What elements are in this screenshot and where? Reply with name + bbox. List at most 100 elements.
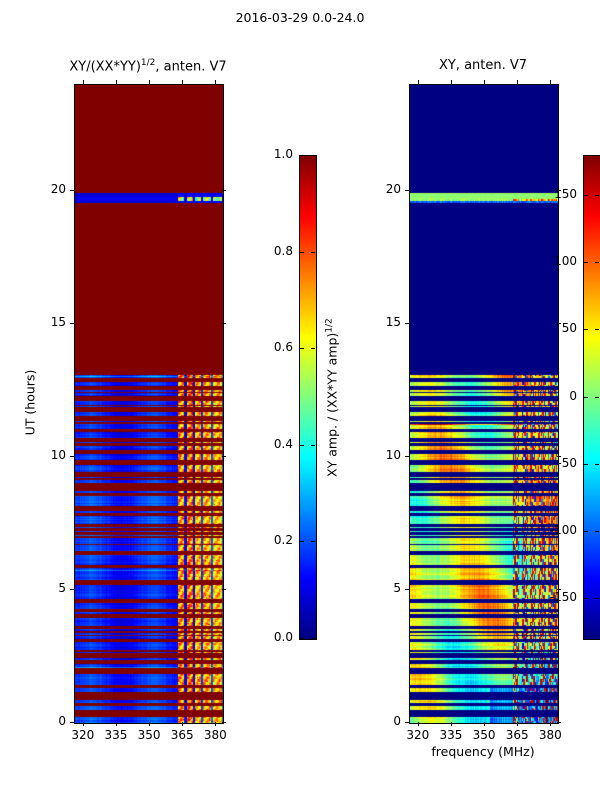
left-y-tick-label-5: 5 bbox=[58, 581, 66, 596]
right-y-tick-mark-5 bbox=[405, 589, 409, 591]
right-x-tick-mark-top-335 bbox=[450, 80, 452, 84]
left-x-tick-label-350: 350 bbox=[137, 728, 161, 742]
left-y-tick-mark-inner-5 bbox=[222, 589, 226, 591]
right-y-tick-mark-inner-10 bbox=[557, 456, 561, 458]
left-colorbar-tick-label-5: 1.0 bbox=[273, 147, 293, 161]
left-y-tick-mark-20 bbox=[70, 190, 74, 192]
left-y-axis-label: UT (hours) bbox=[22, 369, 38, 436]
right-x-tick-mark-top-365 bbox=[517, 80, 519, 84]
right-x-tick-label-335: 335 bbox=[439, 728, 463, 742]
right-colorbar-tick-label-6: 150 bbox=[554, 187, 577, 202]
right-y-tick-mark-inner-5 bbox=[557, 589, 561, 591]
left-colorbar-tick-mark-r-2 bbox=[311, 444, 315, 446]
left-y-tick-label-20: 20 bbox=[50, 182, 66, 197]
left-colorbar-tick-mark-5 bbox=[300, 155, 304, 156]
right-colorbar-tick-mark-r-3 bbox=[595, 396, 599, 398]
right-y-tick-label-10: 10 bbox=[385, 448, 401, 463]
right-colorbar-tick-label-2: -50 bbox=[557, 455, 577, 470]
left-x-tick-mark-top-380 bbox=[215, 80, 217, 84]
left-x-tick-label-380: 380 bbox=[203, 728, 227, 742]
right-colorbar bbox=[583, 155, 600, 640]
left-panel-title: XY/(XX*YY)1/2, anten. V7 bbox=[69, 58, 227, 75]
left-x-tick-mark-320 bbox=[82, 722, 84, 726]
right-colorbar-tick-label-0: -150 bbox=[549, 589, 577, 604]
left-colorbar-tick-label-1: 0.2 bbox=[273, 533, 293, 548]
left-x-tick-label-335: 335 bbox=[104, 728, 128, 742]
right-colorbar-tick-mark-4 bbox=[584, 329, 588, 331]
left-y-tick-mark-inner-0 bbox=[222, 722, 226, 723]
right-x-tick-label-320: 320 bbox=[406, 728, 430, 742]
left-y-tick-mark-15 bbox=[70, 323, 74, 325]
left-y-tick-label-15: 15 bbox=[50, 315, 66, 330]
left-colorbar-tick-mark-1 bbox=[300, 541, 304, 543]
left-y-tick-label-0: 0 bbox=[58, 714, 66, 728]
left-colorbar bbox=[299, 155, 317, 640]
right-x-tick-mark-320 bbox=[417, 722, 419, 726]
left-x-tick-label-365: 365 bbox=[170, 728, 194, 742]
left-colorbar-tick-mark-r-0 bbox=[311, 638, 315, 639]
left-colorbar-tick-mark-4 bbox=[300, 251, 304, 253]
left-x-tick-label-320: 320 bbox=[71, 728, 95, 742]
right-colorbar-tick-mark-1 bbox=[584, 530, 588, 532]
right-heatmap-axes bbox=[409, 84, 559, 724]
left-y-tick-label-10: 10 bbox=[50, 448, 66, 463]
left-heatmap-axes bbox=[74, 84, 224, 724]
right-y-tick-mark-10 bbox=[405, 456, 409, 458]
right-y-tick-mark-15 bbox=[405, 323, 409, 325]
left-y-tick-mark-inner-15 bbox=[222, 323, 226, 325]
left-y-tick-mark-5 bbox=[70, 589, 74, 591]
right-colorbar-tick-mark-r-2 bbox=[595, 463, 599, 465]
x-axis-label: frequency (MHz) bbox=[431, 744, 535, 759]
right-y-tick-label-15: 15 bbox=[385, 315, 401, 330]
right-x-tick-mark-top-320 bbox=[417, 80, 419, 84]
left-x-tick-mark-365 bbox=[182, 722, 184, 726]
left-colorbar-tick-mark-2 bbox=[300, 444, 304, 446]
right-x-tick-mark-350 bbox=[484, 722, 486, 726]
right-panel-title: XY, anten. V7 bbox=[438, 58, 528, 73]
right-y-tick-mark-0 bbox=[405, 722, 409, 723]
right-y-tick-label-5: 5 bbox=[393, 581, 401, 596]
left-x-tick-mark-350 bbox=[149, 722, 151, 726]
left-colorbar-label: XY amp. / (XX*YY amp)1/2 bbox=[324, 318, 340, 477]
left-colorbar-tick-mark-0 bbox=[300, 638, 304, 639]
right-y-tick-mark-20 bbox=[405, 190, 409, 192]
right-colorbar-tick-label-3: 0 bbox=[569, 388, 577, 403]
figure-suptitle: 2016-03-29 0.0-24.0 bbox=[235, 10, 365, 25]
left-x-tick-mark-top-350 bbox=[149, 80, 151, 84]
right-colorbar-tick-mark-r-4 bbox=[595, 329, 599, 331]
left-colorbar-tick-mark-3 bbox=[300, 348, 304, 350]
right-colorbar-tick-mark-r-6 bbox=[595, 195, 599, 197]
right-x-tick-mark-380 bbox=[550, 722, 552, 726]
right-x-tick-mark-335 bbox=[450, 722, 452, 726]
left-colorbar-tick-mark-r-5 bbox=[311, 155, 315, 156]
right-colorbar-tick-mark-2 bbox=[584, 463, 588, 465]
left-x-tick-mark-top-365 bbox=[182, 80, 184, 84]
right-x-tick-mark-top-350 bbox=[484, 80, 486, 84]
right-y-tick-mark-inner-20 bbox=[557, 190, 561, 192]
right-colorbar-tick-mark-6 bbox=[584, 195, 588, 197]
left-colorbar-tick-mark-r-4 bbox=[311, 251, 315, 253]
left-colorbar-tick-label-2: 0.4 bbox=[273, 436, 293, 451]
right-x-tick-label-350: 350 bbox=[472, 728, 496, 742]
left-y-tick-mark-0 bbox=[70, 722, 74, 723]
right-x-tick-mark-365 bbox=[517, 722, 519, 726]
right-colorbar-tick-label-5: 100 bbox=[554, 254, 577, 269]
right-x-tick-mark-top-380 bbox=[550, 80, 552, 84]
left-y-tick-mark-inner-10 bbox=[222, 456, 226, 458]
right-colorbar-tick-mark-3 bbox=[584, 396, 588, 398]
right-colorbar-tick-mark-5 bbox=[584, 262, 588, 264]
right-colorbar-tick-label-4: 50 bbox=[561, 321, 577, 336]
right-y-tick-label-0: 0 bbox=[393, 714, 401, 728]
right-colorbar-tick-mark-r-0 bbox=[595, 597, 599, 599]
left-x-tick-mark-335 bbox=[115, 722, 117, 726]
left-y-tick-mark-inner-20 bbox=[222, 190, 226, 192]
right-y-tick-label-20: 20 bbox=[385, 182, 401, 197]
left-colorbar-tick-label-4: 0.8 bbox=[273, 243, 293, 258]
left-colorbar-tick-mark-r-3 bbox=[311, 348, 315, 350]
right-colorbar-tick-mark-r-5 bbox=[595, 262, 599, 264]
left-colorbar-tick-label-3: 0.6 bbox=[273, 340, 293, 355]
left-x-tick-mark-380 bbox=[215, 722, 217, 726]
right-colorbar-tick-label-1: -100 bbox=[549, 522, 577, 537]
right-y-tick-mark-inner-15 bbox=[557, 323, 561, 325]
